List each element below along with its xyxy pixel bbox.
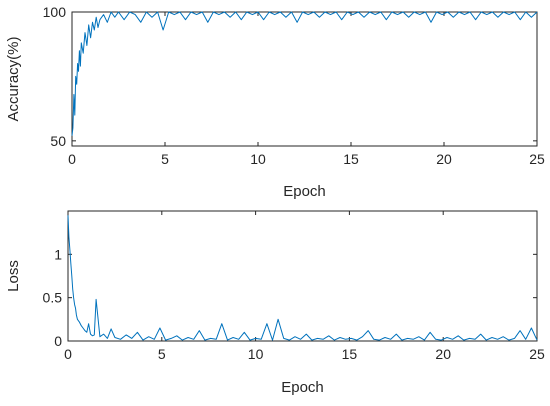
- plot-frame: [67, 210, 538, 342]
- x-tick-label: 20: [436, 151, 452, 167]
- x-tick-label: 0: [64, 346, 72, 362]
- y-axis-title: Accuracy(%): [5, 36, 22, 121]
- loss-panel: 0 5 10 15 20 25 0 0.5 1 Epoch Loss: [5, 210, 545, 396]
- x-tick-label: 25: [529, 151, 545, 167]
- x-tick-label: 15: [343, 151, 359, 167]
- y-tick-label: 100: [43, 4, 67, 20]
- series-line: [71, 11, 538, 136]
- x-tick-label: 15: [342, 346, 358, 362]
- x-tick-label: 5: [161, 151, 169, 167]
- x-tick-label: 10: [250, 151, 266, 167]
- x-axis-title: Epoch: [281, 379, 324, 396]
- accuracy-panel: 0 5 10 15 20 25 50 100 Epoch Accuracy(%): [5, 4, 545, 200]
- plot-frame: [71, 11, 538, 147]
- x-tick-label: 25: [529, 346, 545, 362]
- y-tick-label: 0.5: [43, 290, 63, 306]
- y-tick-label: 0: [54, 333, 62, 349]
- x-tick-label: 20: [435, 346, 451, 362]
- y-tick-label: 1: [54, 246, 62, 262]
- series-line: [67, 215, 538, 341]
- x-axis-title: Epoch: [283, 183, 326, 200]
- x-tick-label: 10: [248, 346, 264, 362]
- x-tick-label: 5: [158, 346, 166, 362]
- x-tick-label: 0: [68, 151, 76, 167]
- y-tick-label: 50: [50, 133, 66, 149]
- y-axis-title: Loss: [5, 260, 22, 292]
